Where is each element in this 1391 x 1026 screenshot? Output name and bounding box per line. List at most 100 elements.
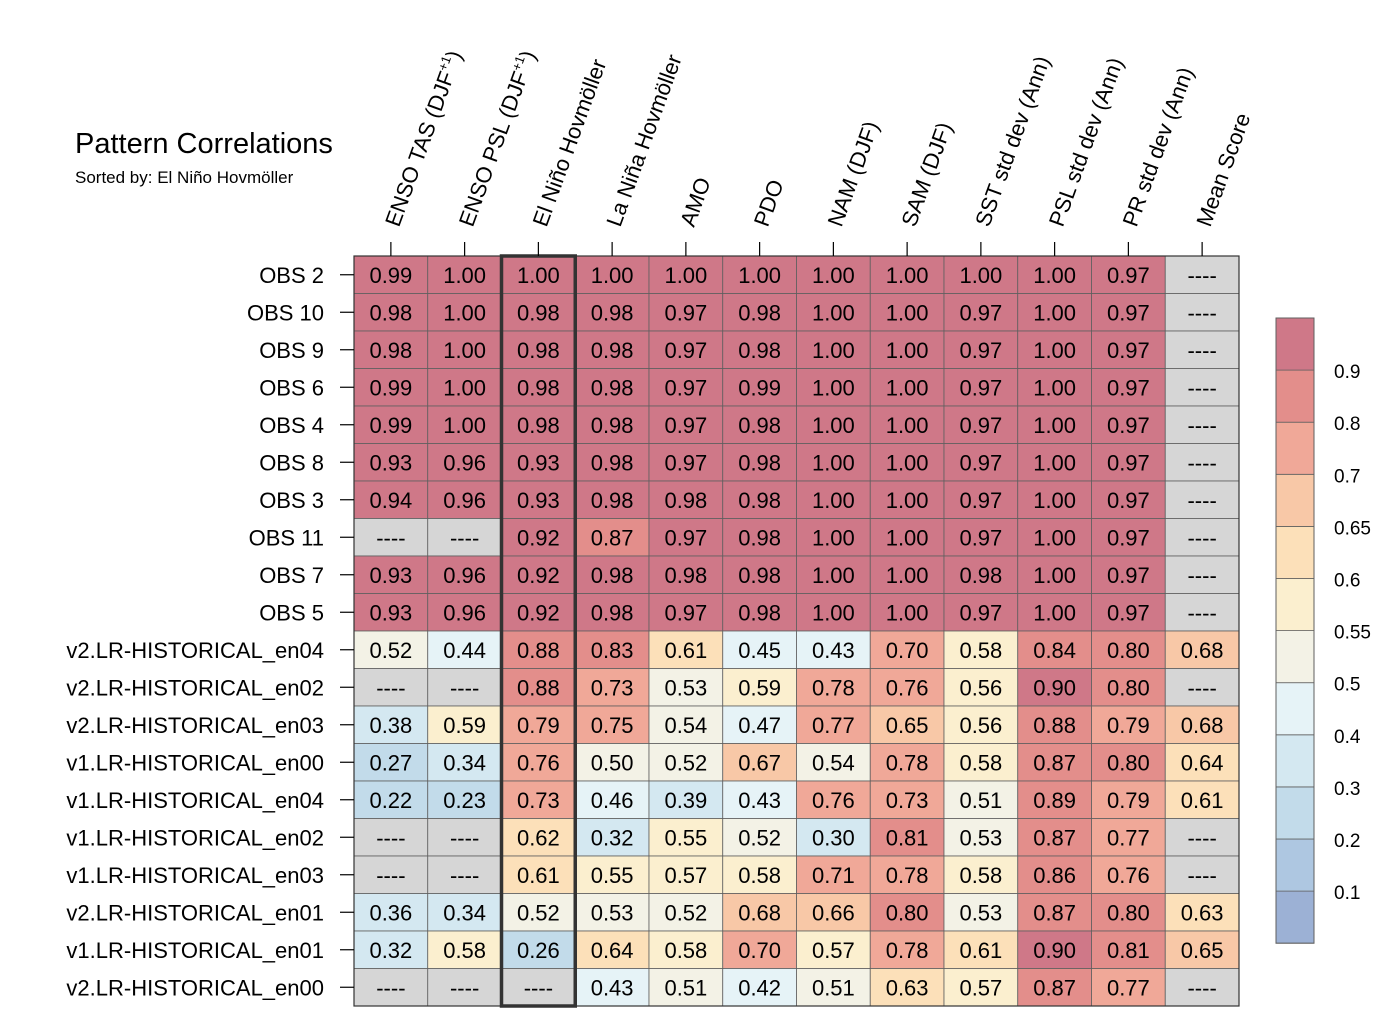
colorbar-tick-label: 0.9 <box>1334 362 1360 383</box>
cell-value-label: 0.53 <box>959 825 1002 850</box>
heatmap-cell <box>1164 930 1240 969</box>
cell-value-label: 1.00 <box>886 488 929 513</box>
cell-value-label: 0.97 <box>664 525 707 550</box>
cell-value-label: 0.81 <box>1107 938 1150 963</box>
cell-value-label: ---- <box>1187 450 1216 475</box>
cell-value-label: ---- <box>450 863 479 888</box>
heatmap-cell <box>501 330 576 369</box>
cell-value-label: 1.00 <box>443 300 486 325</box>
cell-value-label: 1.00 <box>886 563 929 588</box>
cell-value-label: 1.00 <box>443 263 486 288</box>
cell-value-label: ---- <box>450 525 479 550</box>
cell-value-label: 1.00 <box>812 338 855 363</box>
cell-value-label: 0.76 <box>886 675 929 700</box>
row-label: v1.LR-HISTORICAL_en01 <box>66 938 324 963</box>
heatmap-cell <box>869 893 945 932</box>
cell-value-label: 0.79 <box>517 713 560 738</box>
cell-value-label: ---- <box>1187 488 1216 513</box>
cell-value-label: 0.77 <box>1107 825 1150 850</box>
cell-value-label: 0.98 <box>738 413 781 438</box>
heatmap-cell <box>648 330 724 369</box>
heatmap-cell <box>943 443 1019 482</box>
heatmap-cell <box>1164 818 1240 857</box>
heatmap-cell <box>722 780 797 819</box>
colorbar-segment <box>1275 421 1315 475</box>
heatmap-cell <box>427 968 502 1007</box>
heatmap-cell <box>1017 968 1092 1007</box>
cell-value-label: ---- <box>376 675 405 700</box>
heatmap-cell <box>1091 968 1166 1007</box>
cell-value-label: 0.98 <box>959 563 1002 588</box>
cell-value-label: 0.34 <box>443 750 486 775</box>
heatmap-cell <box>427 593 502 632</box>
cell-value-label: 1.00 <box>591 263 634 288</box>
cell-value-label: 0.83 <box>591 638 634 663</box>
colorbar-tick-label: 0.5 <box>1334 675 1360 696</box>
cell-value-label: ---- <box>1187 863 1216 888</box>
heatmap-cell <box>943 405 1019 444</box>
heatmap-cell <box>722 293 797 332</box>
cell-value-label: 0.70 <box>886 638 929 663</box>
cell-value-label: ---- <box>1187 413 1216 438</box>
cell-value-label: 0.58 <box>959 863 1002 888</box>
cell-value-label: 0.80 <box>1107 900 1150 925</box>
cell-value-label: 0.98 <box>517 375 560 400</box>
cell-value-label: 0.97 <box>1107 563 1150 588</box>
heatmap-cell <box>1164 443 1240 482</box>
heatmap-cell <box>943 255 1019 294</box>
cell-value-label: 0.73 <box>591 675 634 700</box>
cell-value-label: 0.98 <box>738 338 781 363</box>
cell-value-label: 0.51 <box>812 975 855 1000</box>
cell-value-label: 0.94 <box>369 488 412 513</box>
cell-value-label: 1.00 <box>1033 563 1076 588</box>
heatmap-cell <box>501 968 576 1007</box>
cell-value-label: 0.97 <box>664 600 707 625</box>
cell-value-label: 0.53 <box>959 900 1002 925</box>
cell-value-label: 0.54 <box>812 750 855 775</box>
cell-value-label: 1.00 <box>1033 525 1076 550</box>
heatmap-cell <box>869 330 945 369</box>
heatmap-cell <box>869 555 945 594</box>
heatmap-cell <box>353 443 429 482</box>
row-label: OBS 10 <box>247 300 324 325</box>
cell-value-label: 0.52 <box>664 750 707 775</box>
cell-value-label: 0.92 <box>517 563 560 588</box>
row-label: v1.LR-HISTORICAL_en04 <box>66 788 324 813</box>
heatmap-cell <box>1091 480 1166 519</box>
cell-value-label: ---- <box>1187 263 1216 288</box>
cell-value-label: 0.58 <box>738 863 781 888</box>
cell-value-label: 0.78 <box>886 750 929 775</box>
heatmap-cell <box>943 330 1019 369</box>
cell-value-label: 0.57 <box>812 938 855 963</box>
colorbar-segment <box>1275 526 1315 579</box>
heatmap-cell <box>1091 330 1166 369</box>
cell-value-label: 1.00 <box>443 375 486 400</box>
heatmap-cell <box>427 293 502 332</box>
heatmap-cell <box>427 518 502 557</box>
heatmap-cell <box>1017 255 1092 294</box>
cell-value-label: 1.00 <box>959 263 1002 288</box>
heatmap-cell <box>574 293 650 332</box>
cell-value-label: 0.55 <box>591 863 634 888</box>
heatmap-cell <box>1164 593 1240 632</box>
cell-value-label: 0.97 <box>664 413 707 438</box>
cell-value-label: 1.00 <box>812 450 855 475</box>
cell-value-label: 0.68 <box>1181 638 1224 663</box>
cell-value-label: 0.26 <box>517 938 560 963</box>
cell-value-label: 0.30 <box>812 825 855 850</box>
cell-value-label: 0.38 <box>369 713 412 738</box>
heatmap-cell <box>574 893 650 932</box>
cell-value-label: 0.39 <box>664 788 707 813</box>
cell-value-label: 0.61 <box>959 938 1002 963</box>
colorbar-tick-label: 0.8 <box>1334 414 1360 435</box>
heatmap-cell <box>1164 705 1240 744</box>
cell-value-label: 0.81 <box>886 825 929 850</box>
cell-value-label: ---- <box>376 825 405 850</box>
cell-value-label: ---- <box>1187 600 1216 625</box>
cell-value-label: 0.93 <box>517 488 560 513</box>
cell-value-label: 0.98 <box>664 563 707 588</box>
column-label: ENSO PSL (DJF+1) <box>453 47 541 230</box>
row-label: OBS 3 <box>259 488 324 513</box>
cell-value-label: 1.00 <box>812 525 855 550</box>
cell-value-label: 0.59 <box>443 713 486 738</box>
